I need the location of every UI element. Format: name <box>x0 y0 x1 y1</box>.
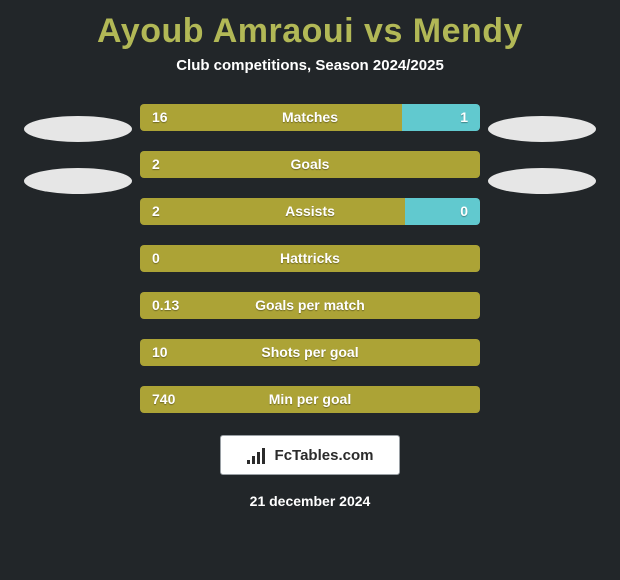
stat-label: Goals per match <box>140 292 480 319</box>
date-text: 21 december 2024 <box>250 493 371 509</box>
brand-icon <box>247 446 269 464</box>
stat-bar: 0Hattricks <box>140 245 480 272</box>
brand-text: FcTables.com <box>275 447 374 464</box>
stat-label: Goals <box>140 151 480 178</box>
stat-bars: 161Matches 2Goals 20Assists 0Hattricks 0.13G… <box>140 104 480 413</box>
subtitle: Club competitions, Season 2024/2025 <box>176 57 444 74</box>
stat-bar: 10Shots per goal <box>140 339 480 366</box>
player-right-photo-2 <box>488 168 596 194</box>
brand-badge[interactable]: FcTables.com <box>220 435 400 475</box>
stat-bar: 20Assists <box>140 198 480 225</box>
stat-label: Min per goal <box>140 386 480 413</box>
player-left-photos <box>20 104 140 220</box>
stat-label: Shots per goal <box>140 339 480 366</box>
main-row: 161Matches 2Goals 20Assists 0Hattricks 0.13G… <box>0 104 620 413</box>
stat-label: Hattricks <box>140 245 480 272</box>
stat-label: Matches <box>140 104 480 131</box>
player-right-photo-1 <box>488 116 596 142</box>
stat-label: Assists <box>140 198 480 225</box>
player-left-photo-1 <box>24 116 132 142</box>
page-title: Ayoub Amraoui vs Mendy <box>97 12 523 51</box>
player-left-photo-2 <box>24 168 132 194</box>
player-right-photos <box>480 104 600 220</box>
stat-bar: 2Goals <box>140 151 480 178</box>
stat-bar: 0.13Goals per match <box>140 292 480 319</box>
stat-bar: 161Matches <box>140 104 480 131</box>
comparison-card: Ayoub Amraoui vs Mendy Club competitions… <box>0 0 620 580</box>
stat-bar: 740Min per goal <box>140 386 480 413</box>
